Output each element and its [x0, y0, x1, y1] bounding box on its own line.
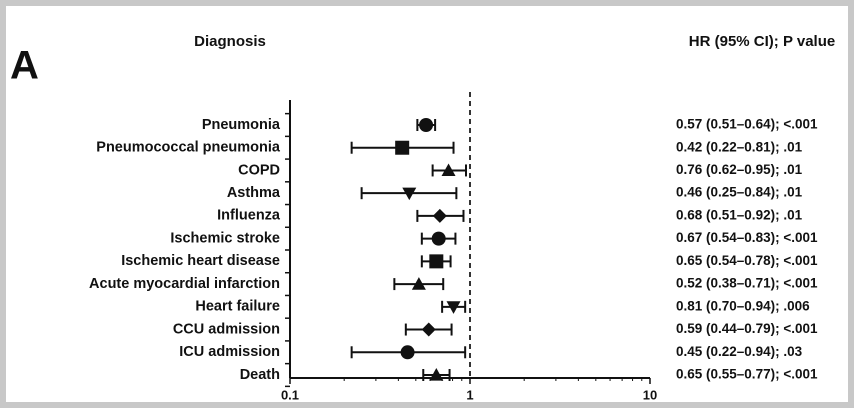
value-label: 0.46 (0.25–0.84); .01	[676, 185, 803, 200]
category-label: Ischemic stroke	[170, 230, 280, 246]
value-label: 0.65 (0.54–0.78); <.001	[676, 253, 818, 268]
point-marker	[432, 208, 447, 223]
category-label: COPD	[238, 162, 280, 178]
value-label: 0.45 (0.22–0.94); .03	[676, 344, 803, 359]
category-label: Heart failure	[195, 299, 280, 315]
point-marker	[421, 322, 436, 337]
point-marker	[446, 301, 461, 314]
category-label: Influenza	[217, 208, 281, 224]
x-tick-label: 0.1	[281, 387, 299, 402]
value-label: 0.52 (0.38–0.71); <.001	[676, 276, 818, 291]
value-label: 0.67 (0.54–0.83); <.001	[676, 230, 818, 245]
category-label: Ischemic heart disease	[121, 253, 280, 269]
value-label: 0.57 (0.51–0.64); <.001	[676, 117, 818, 132]
category-label: CCU admission	[173, 321, 280, 337]
point-marker	[400, 345, 415, 360]
category-label: ICU admission	[179, 344, 280, 360]
point-marker	[395, 140, 410, 155]
category-label: Pneumonia	[202, 117, 281, 133]
x-tick-label: 1	[466, 387, 473, 402]
panel-label: A	[10, 44, 39, 88]
point-marker	[429, 254, 444, 269]
right-header: HR (95% CI); P value	[689, 33, 835, 50]
point-marker	[402, 187, 417, 201]
point-marker	[429, 368, 444, 381]
value-label: 0.42 (0.22–0.81); .01	[676, 139, 803, 154]
category-label: Death	[240, 367, 280, 383]
left-header: Diagnosis	[194, 33, 266, 50]
value-label: 0.76 (0.62–0.95); .01	[676, 162, 803, 177]
value-label: 0.81 (0.70–0.94); .006	[676, 298, 810, 313]
point-marker	[419, 118, 434, 132]
point-marker	[411, 277, 426, 290]
panel-background	[6, 6, 848, 402]
point-marker	[441, 163, 456, 177]
x-tick-label: 10	[643, 387, 657, 402]
value-label: 0.68 (0.51–0.92); .01	[676, 207, 803, 222]
value-label: 0.65 (0.55–0.77); <.001	[676, 367, 818, 382]
category-label: Acute myocardial infarction	[89, 276, 280, 292]
category-label: Pneumococcal pneumonia	[96, 140, 281, 156]
value-label: 0.59 (0.44–0.79); <.001	[676, 321, 818, 336]
point-marker	[431, 231, 446, 246]
category-label: Asthma	[227, 185, 281, 201]
